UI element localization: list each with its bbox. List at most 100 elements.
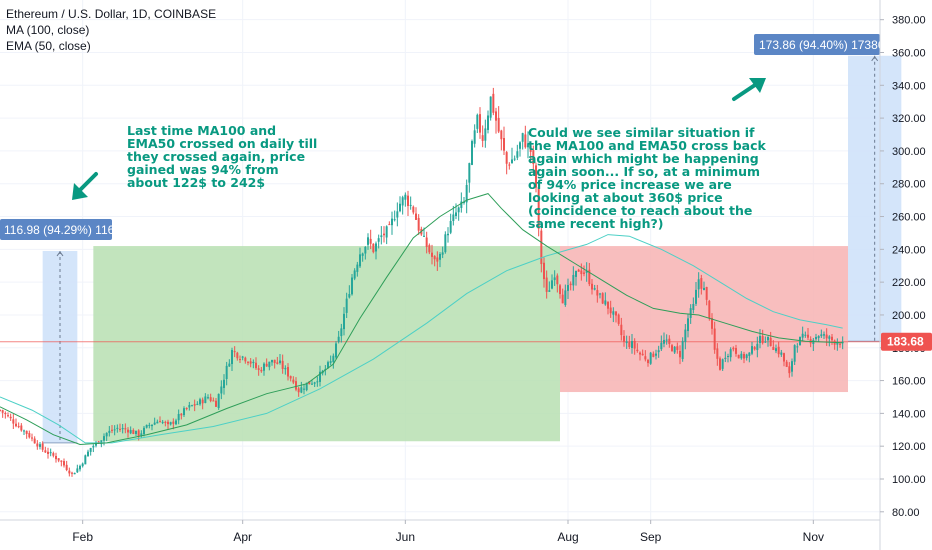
candle-body xyxy=(212,400,215,402)
measure-right-label: 173.86 (94.40%) 17386 xyxy=(759,38,885,52)
candle-body xyxy=(569,283,572,286)
candle-body xyxy=(348,294,351,298)
candle-body xyxy=(628,341,631,347)
candle-body xyxy=(831,336,833,341)
candle-body xyxy=(185,408,188,410)
candle-body xyxy=(433,256,436,260)
candle-body xyxy=(516,151,519,158)
candle-body xyxy=(788,366,791,374)
candle-body xyxy=(767,336,769,341)
candle-body xyxy=(564,290,567,306)
price-axis[interactable]: 80.00100.00120.00140.00160.00180.00200.0… xyxy=(880,15,926,519)
candle-body xyxy=(215,400,217,407)
candle-body xyxy=(236,352,239,359)
time-axis[interactable]: Feb Apr Jun Aug Sep Nov xyxy=(72,520,824,544)
candle-body xyxy=(169,422,172,425)
candle-body xyxy=(332,355,335,362)
candle-body xyxy=(111,429,113,431)
candle-body xyxy=(327,362,329,368)
candle-body xyxy=(340,328,343,337)
ma100-line xyxy=(0,234,843,444)
candle-body xyxy=(585,270,588,273)
candle-body xyxy=(217,393,220,408)
candle-body xyxy=(457,207,460,213)
candle-body xyxy=(273,359,276,363)
candle-body xyxy=(652,353,655,357)
candle-body xyxy=(167,421,169,425)
candle-body xyxy=(57,458,60,461)
candle-body xyxy=(417,217,420,231)
candle-body xyxy=(412,206,415,213)
candle-body xyxy=(249,361,252,364)
candle-body xyxy=(500,130,503,140)
candle-body xyxy=(820,334,823,337)
candle-body xyxy=(729,349,732,358)
candle-body xyxy=(52,453,55,456)
candle-body xyxy=(537,187,540,229)
candle-body xyxy=(164,421,167,423)
candle-body xyxy=(367,237,369,245)
candle-body xyxy=(409,204,412,206)
last-price-tag-bg xyxy=(881,332,932,351)
candle-body xyxy=(319,371,321,382)
candle-body xyxy=(705,287,708,300)
candle-body xyxy=(300,387,303,393)
candle-body xyxy=(196,403,199,405)
candle-body xyxy=(84,455,87,465)
candle-body xyxy=(103,436,105,441)
candle-body xyxy=(241,356,244,358)
candle-body xyxy=(161,421,164,423)
candle-body xyxy=(764,341,767,343)
candle-body xyxy=(204,396,207,403)
candle-body xyxy=(716,348,719,359)
candle-body xyxy=(676,346,679,350)
candle-body xyxy=(687,318,689,332)
candle-body xyxy=(636,349,639,352)
candle-body xyxy=(308,381,311,385)
candle-body xyxy=(428,245,431,253)
candle-body xyxy=(257,368,260,370)
candle-body xyxy=(625,341,628,344)
candle-body xyxy=(823,334,825,336)
candle-body xyxy=(4,412,7,415)
price-tick-label: 120.00 xyxy=(892,441,926,453)
candle-body xyxy=(244,357,247,362)
ma100-legend[interactable]: MA (100, close) xyxy=(6,23,90,37)
candle-body xyxy=(137,430,140,437)
candle-body xyxy=(601,293,604,304)
candle-body xyxy=(825,334,828,339)
candle-body xyxy=(644,356,647,360)
candle-body xyxy=(572,274,575,286)
candle-body xyxy=(199,399,201,405)
candle-body xyxy=(335,343,337,358)
candle-body xyxy=(513,158,516,160)
candle-body xyxy=(401,197,404,206)
candle-body xyxy=(225,365,228,379)
measure-arrow-head xyxy=(56,251,64,257)
ema50-legend[interactable]: EMA (50, close) xyxy=(6,39,91,53)
candle-body xyxy=(743,354,745,359)
candle-body xyxy=(449,220,452,233)
candle-body xyxy=(116,427,119,429)
time-tick-label: Feb xyxy=(72,530,93,544)
candle-body xyxy=(487,115,489,130)
candle-body xyxy=(361,253,364,256)
candle-body xyxy=(804,334,807,336)
candle-body xyxy=(172,421,175,424)
candle-body xyxy=(281,360,284,369)
candle-body xyxy=(481,135,484,141)
candle-body xyxy=(519,142,521,149)
candle-body xyxy=(839,343,841,345)
candle-body xyxy=(588,269,591,285)
candle-body xyxy=(465,184,468,203)
candle-body xyxy=(89,447,92,452)
candle-body xyxy=(756,343,759,351)
candle-body xyxy=(657,350,660,353)
candle-body xyxy=(508,164,511,166)
candle-body xyxy=(129,430,132,434)
candle-body xyxy=(311,383,313,385)
candle-body xyxy=(543,262,545,280)
candle-body xyxy=(567,285,569,291)
candle-body xyxy=(476,114,479,129)
